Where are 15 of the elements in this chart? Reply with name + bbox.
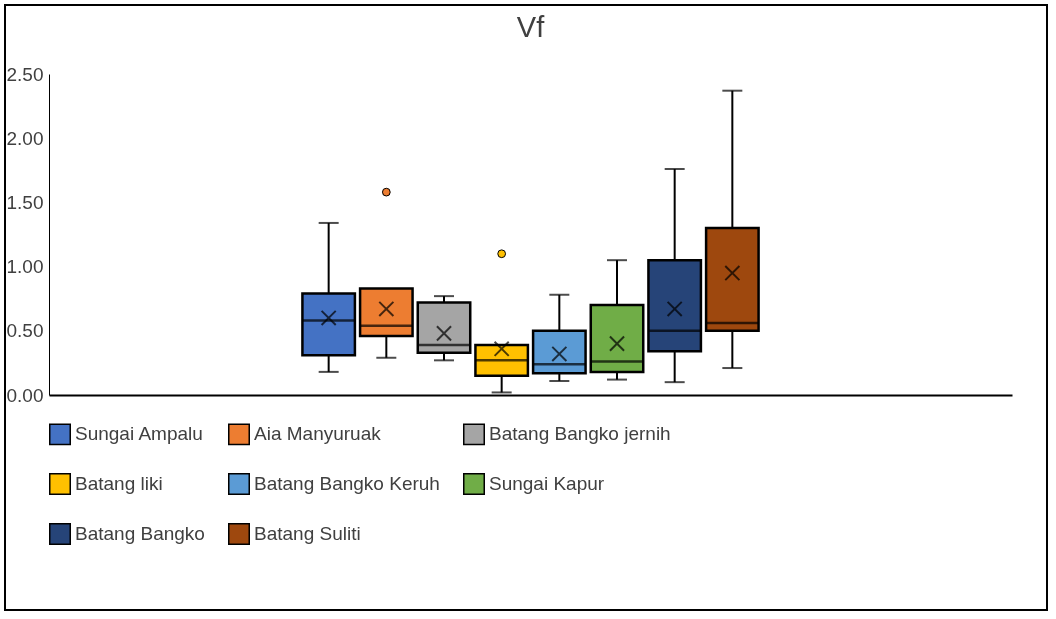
y-tick-label: 1.00 xyxy=(6,256,44,278)
chart-title: Vf xyxy=(516,11,546,43)
legend-label: Batang Bangko Keruh xyxy=(254,473,440,494)
y-tick-label: 2.00 xyxy=(6,127,44,149)
legend-label: Sungai Kapur xyxy=(489,473,605,494)
y-tick-label: 2.50 xyxy=(6,63,44,85)
legend-label: Sungai Ampalu xyxy=(75,423,203,445)
y-tick-label: 0.00 xyxy=(6,384,44,406)
legend-label: Batang Bangko xyxy=(75,523,205,544)
y-tick-label: 0.50 xyxy=(6,320,44,342)
y-tick-label: 1.50 xyxy=(6,191,44,213)
legend-label: Batang Suliti xyxy=(254,523,361,544)
legend-label: Aia Manyuruak xyxy=(254,423,382,445)
legend-label: Batang liki xyxy=(75,473,163,494)
legend-label: Batang Bangko jernih xyxy=(489,423,671,445)
